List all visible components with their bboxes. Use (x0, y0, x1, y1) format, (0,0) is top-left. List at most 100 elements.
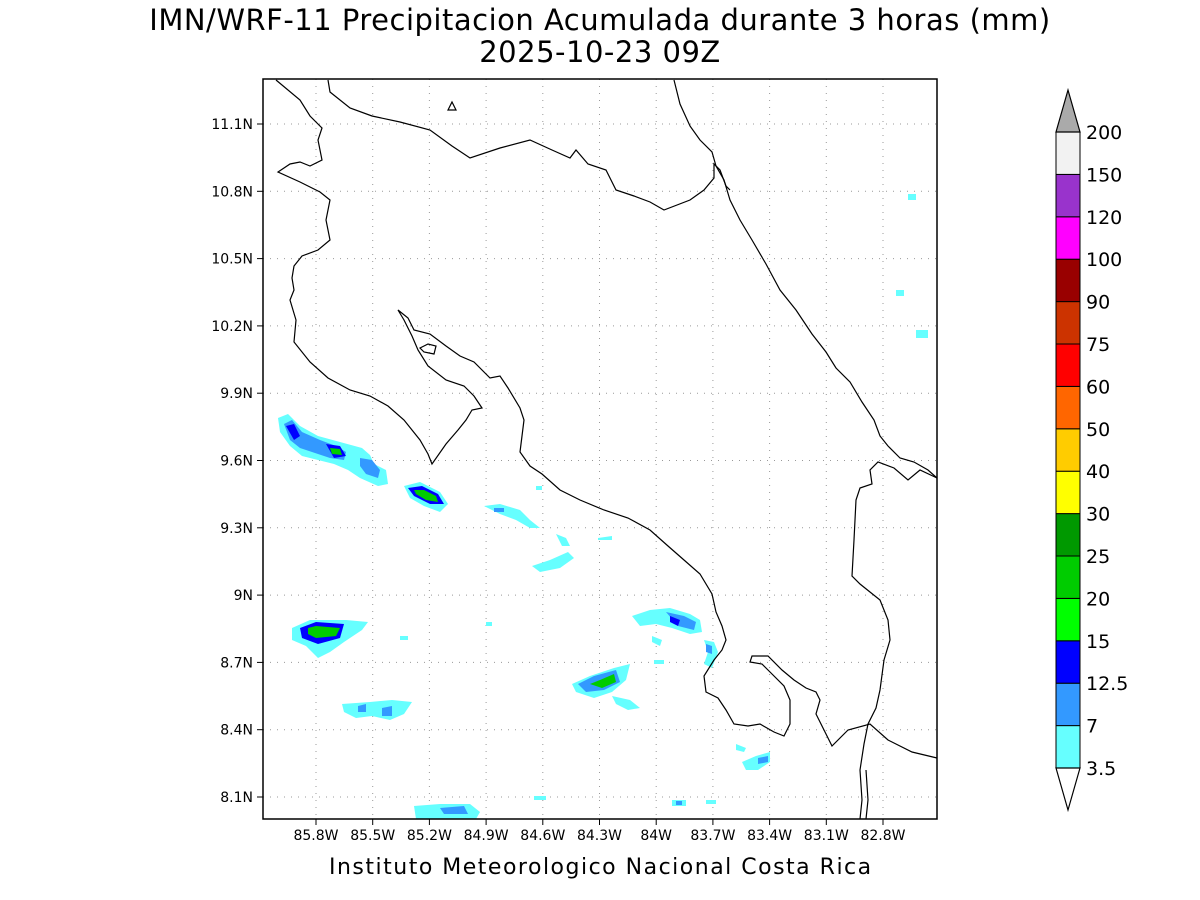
precip-patch (400, 636, 408, 640)
precipitation-field (278, 194, 928, 819)
lat-tick-label: 8.4N (220, 723, 253, 739)
precip-patch (536, 486, 542, 490)
precip-patch (534, 796, 546, 800)
precip-patch (486, 622, 492, 626)
lon-tick-label: 83.7W (690, 828, 735, 844)
colorbar-label: 12.5 (1086, 673, 1128, 695)
precip-patch (670, 616, 680, 626)
precip-patch (706, 644, 712, 654)
precip-patch (286, 424, 300, 440)
colorbar-box (1055, 555, 1081, 599)
lat-tick-label: 9.6N (220, 454, 253, 470)
colorbar-box (1055, 428, 1081, 472)
colorbar-label: 15 (1086, 631, 1110, 653)
precip-patch (706, 800, 716, 804)
precip-patch (532, 552, 574, 572)
precip-patch (342, 700, 412, 720)
colorbar-label: 200 (1086, 122, 1122, 144)
colorbar-label: 20 (1086, 588, 1110, 610)
lon-tick-label: 84.9W (464, 828, 509, 844)
precip-patch (598, 536, 612, 540)
colorbar-label: 90 (1086, 292, 1110, 314)
panama-border-2 (865, 769, 869, 820)
precip-patch (666, 612, 696, 630)
colorbar-box (1055, 343, 1081, 387)
lon-tick-label: 83.1W (804, 828, 849, 844)
precip-patch (308, 626, 340, 638)
precip-patch (414, 490, 438, 502)
precip-patch (742, 752, 770, 770)
colorbar-label: 25 (1086, 546, 1110, 568)
colorbar-label: 60 (1086, 376, 1110, 398)
lake-island (447, 100, 457, 111)
lat-tick-label: 10.8N (211, 184, 253, 200)
lat-tick-label: 9.9N (220, 386, 253, 402)
colorbar-boxes (1055, 131, 1081, 769)
precip-patch (896, 290, 904, 296)
colorbar-box (1055, 258, 1081, 303)
colorbar: 200 150 120 100 90 75 60 50 40 30 25 20 15 12.5 7 3.5 (1055, 87, 1128, 813)
colorbar-label: 40 (1086, 461, 1110, 483)
lon-tick-label: 84.6W (520, 828, 565, 844)
latitude-labels: 11.1N 10.8N 10.5N 10.2N 9.9N 9.6N 9.3N 9N 8.7N 8.… (211, 117, 263, 806)
precip-patch (758, 756, 768, 764)
colorbar-label: 50 (1086, 419, 1110, 441)
nicaragua-costa-rica-border-and-pacific-coast (275, 79, 938, 759)
colorbar-label: 3.5 (1086, 758, 1116, 780)
colorbar-labels: 200 150 120 100 90 75 60 50 40 30 25 20 15 12.5 7 3.5 (1086, 122, 1128, 780)
colorbar-box (1055, 470, 1081, 515)
precip-patch (612, 696, 640, 710)
lon-tick-label: 85.2W (407, 828, 452, 844)
colorbar-box (1055, 131, 1081, 175)
lat-tick-label: 8.1N (220, 790, 253, 806)
nicaragua-lake-shore (327, 79, 731, 211)
lon-tick-label: 83.4W (747, 828, 792, 844)
colorbar-label: 150 (1086, 164, 1122, 186)
lat-tick-label: 10.2N (211, 319, 253, 335)
footer-credit: Instituto Meteorologico Nacional Costa R… (329, 855, 873, 880)
nicoya-island (418, 343, 437, 355)
precip-patch (654, 660, 664, 664)
map-subtitle-datetime: 2025-10-23 09Z (479, 35, 721, 69)
colorbar-box (1055, 513, 1081, 557)
colorbar-box (1055, 725, 1081, 769)
lon-tick-label: 85.8W (293, 828, 338, 844)
precip-patch (652, 636, 662, 646)
lat-tick-label: 10.5N (211, 252, 253, 268)
precip-patch (908, 194, 916, 200)
precip-patch (736, 744, 746, 752)
colorbar-box (1055, 385, 1081, 430)
colorbar-label: 75 (1086, 334, 1110, 356)
coastlines (275, 79, 938, 820)
lat-tick-label: 8.7N (220, 655, 253, 671)
map-panel (262, 78, 938, 820)
colorbar-under-triangle (1055, 767, 1081, 813)
precip-patch (360, 458, 380, 478)
precip-patch (358, 704, 366, 712)
colorbar-box (1055, 216, 1081, 260)
map-title: IMN/WRF-11 Precipitacion Acumulada duran… (149, 3, 1051, 37)
panama-border (851, 461, 938, 820)
precip-patch (556, 534, 570, 546)
colorbar-label: 30 (1086, 504, 1110, 526)
lat-tick-label: 11.1N (211, 117, 253, 133)
precip-patch (440, 806, 468, 814)
precip-patch (590, 674, 616, 688)
colorbar-box (1055, 301, 1081, 345)
colorbar-box (1055, 173, 1081, 218)
caribbean-coast (673, 79, 938, 479)
colorbar-label: 7 (1086, 716, 1098, 738)
precip-patch (494, 508, 504, 512)
longitude-labels: 85.8W 85.5W 85.2W 84.9W 84.6W 84.3W 84W 83.7W 83… (293, 819, 906, 844)
precip-patch (916, 330, 928, 338)
lon-tick-label: 84W (640, 828, 672, 844)
precip-patch (382, 706, 392, 716)
lon-tick-label: 84.3W (577, 828, 622, 844)
precip-patch (330, 448, 342, 455)
colorbar-label: 120 (1086, 207, 1122, 229)
lon-tick-label: 82.8W (860, 828, 905, 844)
lat-tick-label: 9N (234, 588, 253, 604)
colorbar-over-triangle (1055, 87, 1081, 133)
lat-tick-label: 9.3N (220, 521, 253, 537)
